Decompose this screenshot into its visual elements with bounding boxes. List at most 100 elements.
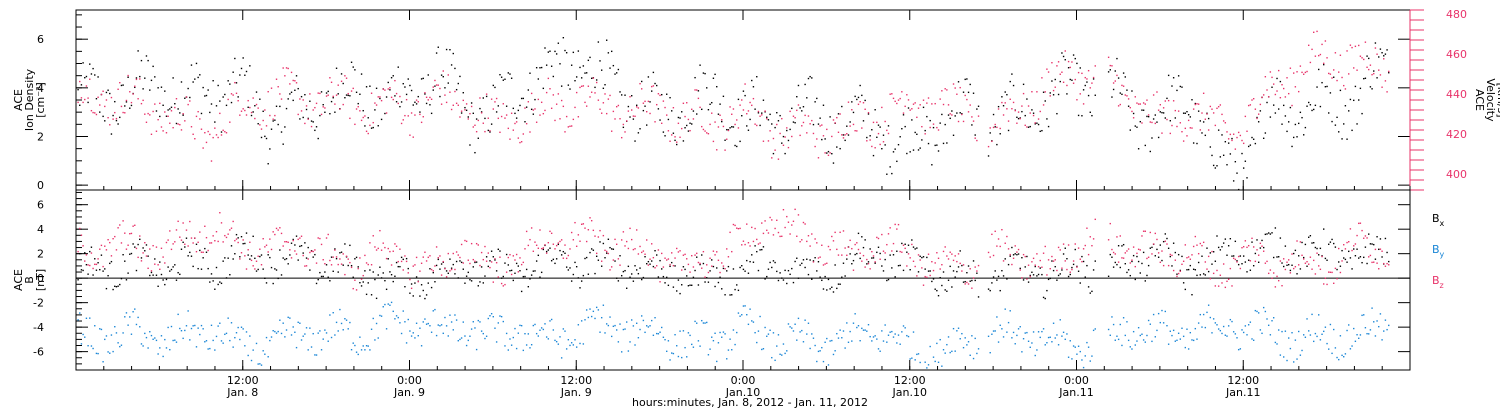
data-point	[839, 231, 841, 234]
data-point	[359, 281, 361, 284]
data-point	[1086, 264, 1088, 267]
data-point	[317, 332, 319, 334]
data-point	[1196, 274, 1198, 277]
data-point	[397, 316, 399, 319]
data-point	[232, 258, 234, 260]
data-point	[629, 227, 631, 230]
data-point	[679, 330, 681, 332]
data-point	[380, 277, 383, 279]
data-point	[1046, 118, 1048, 120]
data-point	[1256, 310, 1258, 313]
data-point	[322, 106, 324, 108]
data-point	[699, 64, 701, 66]
data-point	[420, 284, 423, 286]
data-point	[629, 341, 631, 343]
data-point	[480, 251, 483, 254]
data-point	[916, 116, 918, 119]
data-point	[879, 126, 881, 128]
data-point	[1134, 125, 1136, 127]
data-point	[124, 260, 126, 262]
data-point	[460, 243, 463, 246]
data-point	[192, 242, 194, 244]
data-point	[590, 219, 593, 222]
data-point	[264, 353, 266, 355]
data-point	[1156, 121, 1158, 123]
data-point	[149, 331, 151, 333]
data-point	[1151, 340, 1153, 343]
data-point	[294, 250, 296, 252]
data-point	[1029, 346, 1031, 348]
data-point	[1066, 268, 1068, 271]
data-point	[697, 284, 700, 286]
data-point	[992, 126, 995, 129]
data-point	[137, 98, 139, 100]
data-point	[726, 358, 728, 360]
data-point	[464, 106, 466, 109]
data-point	[1313, 340, 1315, 343]
data-point	[365, 293, 368, 296]
data-point	[699, 262, 701, 265]
data-point	[124, 105, 126, 107]
data-point	[320, 243, 323, 246]
data-point	[916, 275, 918, 277]
data-point	[862, 102, 865, 104]
data-point	[936, 342, 938, 345]
data-point	[1049, 267, 1051, 270]
data-point	[1154, 255, 1156, 257]
data-point	[1251, 237, 1253, 240]
data-point	[1084, 276, 1086, 278]
data-point	[212, 339, 214, 342]
data-point	[1376, 262, 1378, 264]
data-point	[1134, 278, 1136, 281]
data-point	[439, 255, 441, 257]
data-point	[1084, 76, 1086, 79]
data-point	[1201, 244, 1203, 247]
data-point	[1022, 279, 1025, 281]
data-point	[951, 350, 953, 353]
data-point	[819, 117, 821, 119]
data-point	[1157, 312, 1160, 315]
data-point	[792, 220, 795, 223]
data-point	[362, 281, 364, 283]
data-point	[1279, 237, 1282, 239]
data-point	[859, 101, 861, 103]
data-point	[329, 113, 331, 115]
data-point	[147, 267, 149, 270]
data-point	[852, 269, 855, 271]
data-point	[1141, 333, 1143, 335]
data-point	[349, 261, 351, 264]
data-point	[857, 248, 860, 251]
data-point	[1132, 254, 1135, 257]
data-point	[625, 120, 628, 122]
data-point	[959, 338, 961, 340]
data-point	[314, 106, 316, 109]
data-point	[839, 329, 841, 331]
data-point	[252, 349, 254, 351]
data-point	[647, 264, 650, 266]
data-point	[330, 264, 333, 266]
data-point	[222, 342, 224, 344]
data-point	[849, 121, 851, 123]
data-point	[904, 247, 906, 250]
data-point	[749, 245, 751, 247]
data-point	[899, 264, 901, 267]
data-point	[731, 349, 733, 351]
data-point	[1314, 55, 1317, 57]
y-tick-label: 2	[37, 248, 44, 261]
data-point	[547, 249, 550, 251]
data-point	[892, 151, 895, 153]
data-point	[856, 326, 858, 329]
data-point	[842, 137, 845, 139]
data-point	[759, 242, 761, 244]
data-point	[475, 261, 478, 263]
data-point	[796, 235, 798, 237]
data-point	[1282, 265, 1285, 268]
data-point	[1207, 270, 1210, 273]
data-point	[597, 236, 600, 238]
data-point	[882, 141, 885, 143]
data-point	[574, 106, 576, 109]
data-point	[649, 112, 651, 115]
data-point	[1284, 268, 1287, 271]
data-point	[609, 246, 611, 249]
data-point	[562, 105, 565, 108]
